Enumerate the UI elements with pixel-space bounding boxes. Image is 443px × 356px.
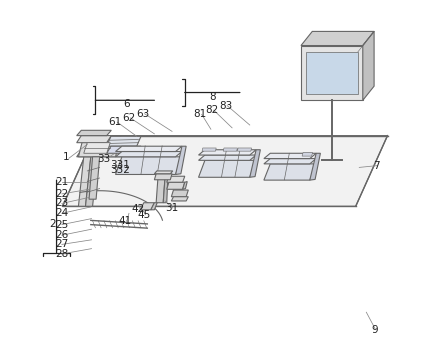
Text: 332: 332 bbox=[110, 165, 130, 175]
Polygon shape bbox=[77, 136, 111, 143]
Text: 28: 28 bbox=[55, 249, 69, 259]
Polygon shape bbox=[77, 136, 137, 157]
Polygon shape bbox=[62, 136, 388, 206]
Text: 41: 41 bbox=[118, 216, 131, 226]
Text: 7: 7 bbox=[373, 161, 380, 171]
Polygon shape bbox=[171, 197, 188, 201]
Polygon shape bbox=[198, 155, 256, 160]
Polygon shape bbox=[198, 150, 256, 155]
Polygon shape bbox=[156, 178, 165, 203]
Text: 9: 9 bbox=[372, 325, 378, 335]
Polygon shape bbox=[151, 203, 157, 210]
Text: 27: 27 bbox=[55, 239, 69, 250]
Text: 42: 42 bbox=[132, 204, 145, 214]
Polygon shape bbox=[301, 46, 363, 100]
Polygon shape bbox=[163, 178, 168, 203]
Polygon shape bbox=[116, 146, 182, 152]
Polygon shape bbox=[78, 136, 121, 157]
Polygon shape bbox=[140, 203, 155, 210]
Polygon shape bbox=[85, 157, 98, 206]
Polygon shape bbox=[116, 157, 182, 174]
Text: 83: 83 bbox=[219, 101, 233, 111]
Text: 6: 6 bbox=[123, 99, 129, 109]
Text: 22: 22 bbox=[55, 189, 69, 199]
Polygon shape bbox=[78, 157, 91, 206]
Text: 23: 23 bbox=[55, 198, 69, 208]
Polygon shape bbox=[237, 148, 252, 151]
Polygon shape bbox=[171, 190, 188, 197]
Text: 2: 2 bbox=[49, 219, 56, 229]
Polygon shape bbox=[264, 158, 316, 164]
Polygon shape bbox=[89, 157, 100, 199]
Polygon shape bbox=[167, 176, 185, 182]
Text: 82: 82 bbox=[205, 105, 218, 115]
Polygon shape bbox=[306, 52, 358, 94]
Text: 24: 24 bbox=[55, 208, 69, 218]
Polygon shape bbox=[264, 164, 316, 180]
Polygon shape bbox=[198, 160, 256, 177]
Polygon shape bbox=[77, 130, 111, 136]
Polygon shape bbox=[301, 31, 374, 46]
Polygon shape bbox=[175, 146, 186, 174]
Text: 62: 62 bbox=[122, 113, 136, 123]
Text: 8: 8 bbox=[210, 92, 216, 102]
Polygon shape bbox=[155, 171, 173, 174]
Text: 45: 45 bbox=[137, 210, 151, 220]
Polygon shape bbox=[363, 31, 374, 100]
Polygon shape bbox=[250, 150, 260, 177]
Text: 1: 1 bbox=[63, 152, 70, 162]
Polygon shape bbox=[107, 146, 141, 153]
Text: 61: 61 bbox=[108, 117, 121, 127]
Polygon shape bbox=[302, 153, 313, 156]
Text: 63: 63 bbox=[136, 109, 150, 119]
Polygon shape bbox=[202, 148, 216, 151]
Text: 21: 21 bbox=[55, 177, 69, 187]
Text: 81: 81 bbox=[193, 109, 206, 119]
Text: 33: 33 bbox=[97, 153, 111, 163]
Polygon shape bbox=[116, 152, 182, 157]
Polygon shape bbox=[167, 182, 185, 189]
Text: 26: 26 bbox=[55, 230, 69, 240]
Polygon shape bbox=[107, 136, 141, 146]
Text: 25: 25 bbox=[55, 220, 69, 230]
Text: 31: 31 bbox=[165, 203, 178, 213]
Polygon shape bbox=[155, 174, 172, 180]
Polygon shape bbox=[223, 148, 237, 151]
Polygon shape bbox=[310, 153, 320, 180]
Polygon shape bbox=[84, 143, 110, 153]
Text: 331: 331 bbox=[110, 159, 130, 169]
Polygon shape bbox=[264, 153, 316, 158]
Polygon shape bbox=[183, 182, 187, 189]
